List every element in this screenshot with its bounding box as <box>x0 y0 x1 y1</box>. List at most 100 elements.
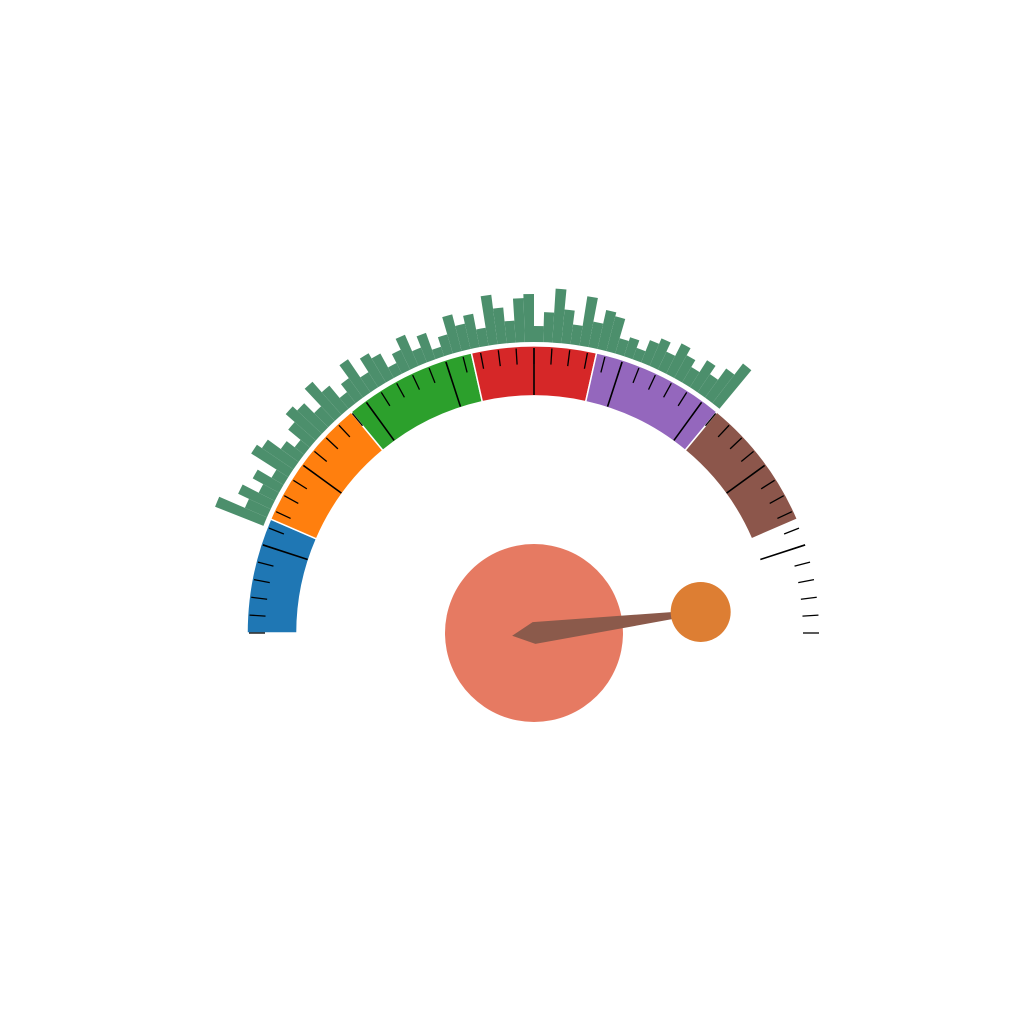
histogram-bar <box>442 314 462 354</box>
minor-tick <box>380 392 391 407</box>
histogram-bar <box>340 378 363 404</box>
histogram-bar <box>657 351 676 374</box>
histogram-bar <box>314 406 335 428</box>
minor-tick <box>249 614 266 617</box>
minor-tick <box>794 561 811 567</box>
minor-tick <box>268 527 285 535</box>
minor-tick <box>760 479 775 490</box>
major-tick <box>302 464 342 494</box>
minor-tick <box>293 479 308 490</box>
minor-tick <box>583 352 589 369</box>
needle <box>512 609 701 644</box>
histogram-bar <box>339 359 371 398</box>
histogram-bar <box>493 307 507 345</box>
histogram-bar <box>252 469 284 493</box>
needle-knob <box>670 581 731 642</box>
histogram-bar <box>674 355 696 383</box>
histogram-bar <box>238 484 275 510</box>
minor-tick <box>550 348 553 365</box>
minor-tick <box>800 596 817 600</box>
minor-tick <box>253 578 270 584</box>
histogram-bar <box>623 337 640 360</box>
major-tick <box>365 401 395 441</box>
histogram-bar <box>641 340 660 366</box>
histogram-bar <box>388 363 402 378</box>
histogram-bar <box>288 422 316 448</box>
minor-tick <box>740 450 755 463</box>
minor-tick <box>275 511 291 520</box>
minor-tick <box>632 367 640 384</box>
minor-tick <box>769 495 785 504</box>
minor-tick <box>396 382 405 398</box>
major-tick <box>726 464 766 494</box>
histogram-bar <box>359 353 386 388</box>
minor-tick <box>257 561 274 567</box>
histogram-bar <box>251 444 294 478</box>
histogram-bar <box>261 439 299 470</box>
major-tick <box>606 361 623 407</box>
histogram-bar <box>321 385 349 415</box>
minor-tick <box>515 348 518 365</box>
minor-tick <box>479 352 485 369</box>
minor-tick <box>677 392 688 407</box>
histogram-bar <box>416 332 436 363</box>
histogram-bar <box>632 347 646 363</box>
histogram-bar <box>649 338 671 370</box>
minor-tick <box>497 350 501 367</box>
histogram-bar <box>504 320 516 344</box>
minor-tick <box>777 511 793 520</box>
minor-tick <box>251 596 268 600</box>
histogram-bar <box>412 347 427 366</box>
minor-tick <box>325 437 339 450</box>
histogram-bar <box>297 403 329 434</box>
histogram-bar <box>523 294 534 343</box>
histogram-bar <box>512 298 525 343</box>
minor-tick <box>663 382 672 398</box>
minor-tick <box>802 614 819 617</box>
histogram-bar <box>285 406 322 441</box>
histogram-bar <box>712 363 752 409</box>
major-tick <box>673 401 703 441</box>
histogram-bar <box>697 374 718 398</box>
histogram-bar <box>552 288 567 344</box>
major-tick <box>262 544 308 561</box>
histogram-bar <box>371 353 394 383</box>
minor-tick <box>351 412 364 427</box>
histogram-bar <box>543 312 555 343</box>
histogram-bar <box>455 323 471 352</box>
histogram-bar <box>480 294 498 346</box>
histogram-bar <box>682 367 700 388</box>
minor-tick <box>783 527 800 535</box>
minor-tick <box>729 437 743 450</box>
histogram-bar <box>597 309 617 352</box>
histogram-bar <box>304 381 342 421</box>
histogram-bar <box>432 346 445 360</box>
histogram-bar <box>579 296 598 348</box>
minor-tick <box>567 350 571 367</box>
histogram-bar <box>391 349 411 374</box>
histogram-bar <box>360 372 379 393</box>
minor-tick <box>717 424 730 438</box>
minor-tick <box>798 578 815 584</box>
histogram-bar <box>606 316 626 354</box>
histogram-bar <box>689 360 716 393</box>
minor-tick <box>647 374 656 390</box>
histogram-bar <box>437 334 453 357</box>
minor-tick <box>313 450 328 463</box>
histogram-bar <box>294 439 310 455</box>
histogram-bar <box>570 324 583 346</box>
minor-tick <box>704 412 717 427</box>
gauge-band <box>684 410 799 540</box>
major-tick <box>445 361 462 407</box>
histogram-bar <box>666 343 691 378</box>
histogram-bar <box>395 334 419 370</box>
minor-tick <box>428 367 436 384</box>
histogram-bar <box>280 441 305 462</box>
histogram-bar <box>534 326 544 343</box>
minor-tick <box>462 356 468 373</box>
minor-tick <box>600 356 606 373</box>
major-tick <box>760 544 806 561</box>
histogram-bar <box>705 368 735 404</box>
histogram-bar <box>476 327 489 348</box>
